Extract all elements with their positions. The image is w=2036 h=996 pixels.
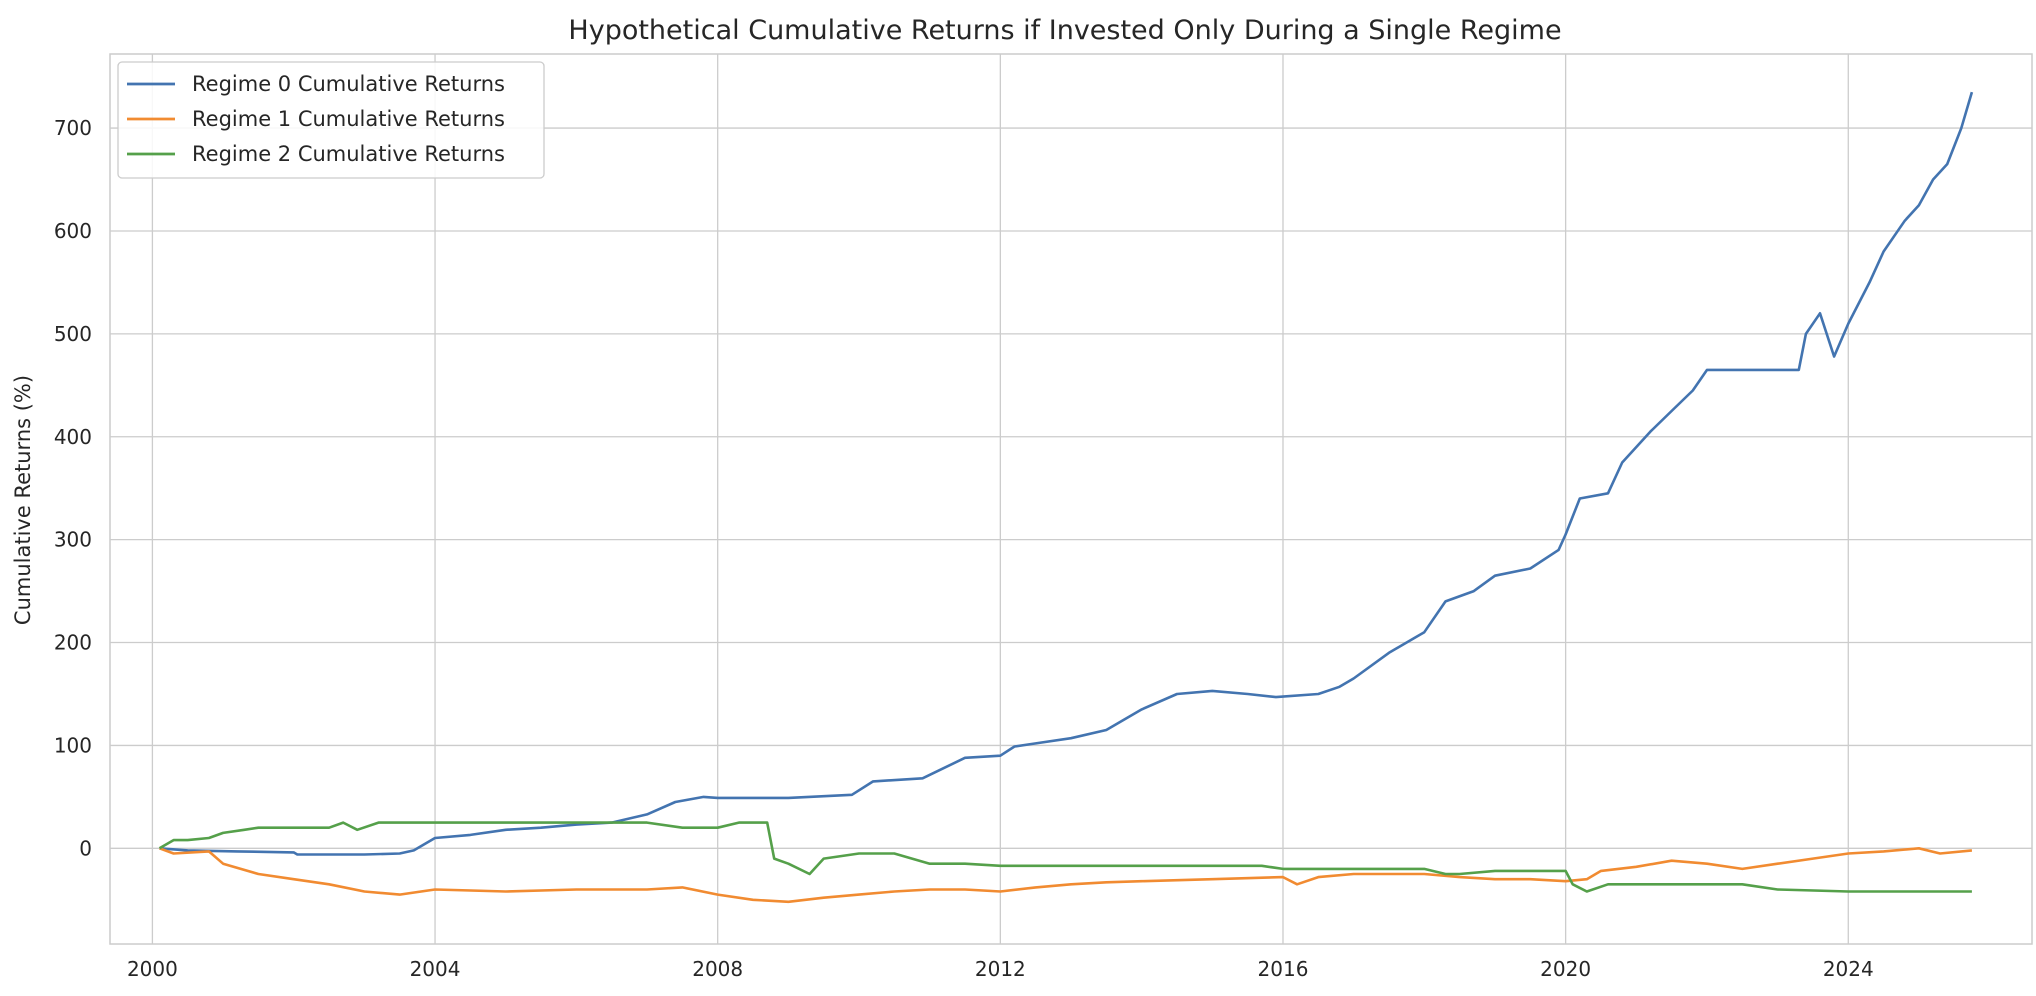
y-tick-label: 200: [54, 631, 92, 655]
y-tick-label: 600: [54, 219, 92, 243]
x-tick-label: 2020: [1540, 957, 1591, 981]
legend-entry: Regime 1 Cumulative Returns: [192, 107, 505, 131]
series-line-regime-2: [158, 821, 1972, 893]
grid-lines: [110, 54, 2032, 944]
y-axis-label: Cumulative Returns (%): [11, 375, 35, 625]
y-tick-label: 300: [54, 528, 92, 552]
y-tick-labels: 0 100 200 300 400 500 600 700: [54, 116, 92, 860]
x-tick-label: 2000: [127, 957, 178, 981]
x-tick-labels: 2000 2004 2008 2012 2016 2020 2024: [127, 957, 1874, 981]
chart-title: Hypothetical Cumulative Returns if Inves…: [568, 15, 1561, 46]
y-tick-label: 100: [54, 733, 92, 757]
legend: Regime 0 Cumulative Returns Regime 1 Cumu…: [117, 61, 545, 179]
x-tick-label: 2024: [1823, 957, 1874, 981]
y-tick-label: 700: [54, 116, 92, 140]
x-tick-label: 2016: [1258, 957, 1309, 981]
y-tick-label: 0: [79, 836, 92, 860]
series-line-regime-0: [159, 91, 1974, 856]
y-tick-label: 500: [54, 322, 92, 346]
y-tick-label: 400: [54, 425, 92, 449]
x-tick-label: 2012: [975, 957, 1026, 981]
x-tick-label: 2004: [410, 957, 461, 981]
legend-entry: Regime 0 Cumulative Returns: [192, 72, 505, 96]
plot-frame: [109, 53, 2033, 945]
x-tick-label: 2008: [692, 957, 743, 981]
plot-series: [158, 91, 1974, 904]
series-line-regime-1: [159, 847, 1973, 904]
legend-box: [117, 61, 545, 179]
legend-entry: Regime 2 Cumulative Returns: [192, 142, 505, 166]
